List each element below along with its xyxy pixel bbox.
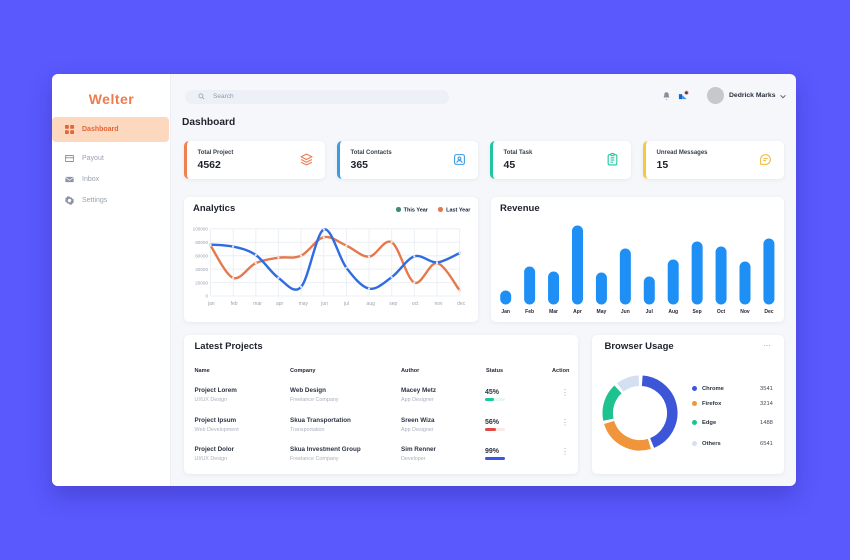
svg-text:100000: 100000 [193,227,209,232]
svg-text:oct: oct [412,301,419,307]
svg-text:Jul: Jul [646,309,654,315]
svg-text:Oct: Oct [717,309,726,315]
svg-text:Feb: Feb [525,309,534,315]
svg-text:0: 0 [205,294,208,299]
svg-text:nov: nov [435,301,444,307]
svg-text:dec: dec [457,301,466,307]
svg-text:Dec: Dec [764,309,773,315]
svg-text:Jan: Jan [501,309,510,315]
svg-text:Nov: Nov [740,309,750,315]
svg-text:aug: aug [367,301,376,307]
svg-text:apr: apr [276,301,284,307]
svg-text:may: may [299,301,309,307]
svg-text:Mar: Mar [549,309,558,315]
svg-text:jan: jan [207,301,215,307]
svg-text:feb: feb [231,301,238,307]
svg-text:jul: jul [343,301,349,307]
svg-text:mar: mar [253,301,262,307]
svg-text:jun: jun [320,301,328,307]
svg-text:May: May [597,309,607,315]
svg-text:60000: 60000 [195,253,208,258]
svg-text:80000: 80000 [195,240,208,245]
svg-text:Apr: Apr [573,309,582,315]
svg-text:40000: 40000 [195,267,208,272]
svg-text:Aug: Aug [668,309,678,315]
svg-text:20000: 20000 [195,280,208,285]
svg-text:Sep: Sep [693,309,702,315]
svg-text:Jun: Jun [621,309,630,315]
svg-text:sep: sep [389,301,397,307]
